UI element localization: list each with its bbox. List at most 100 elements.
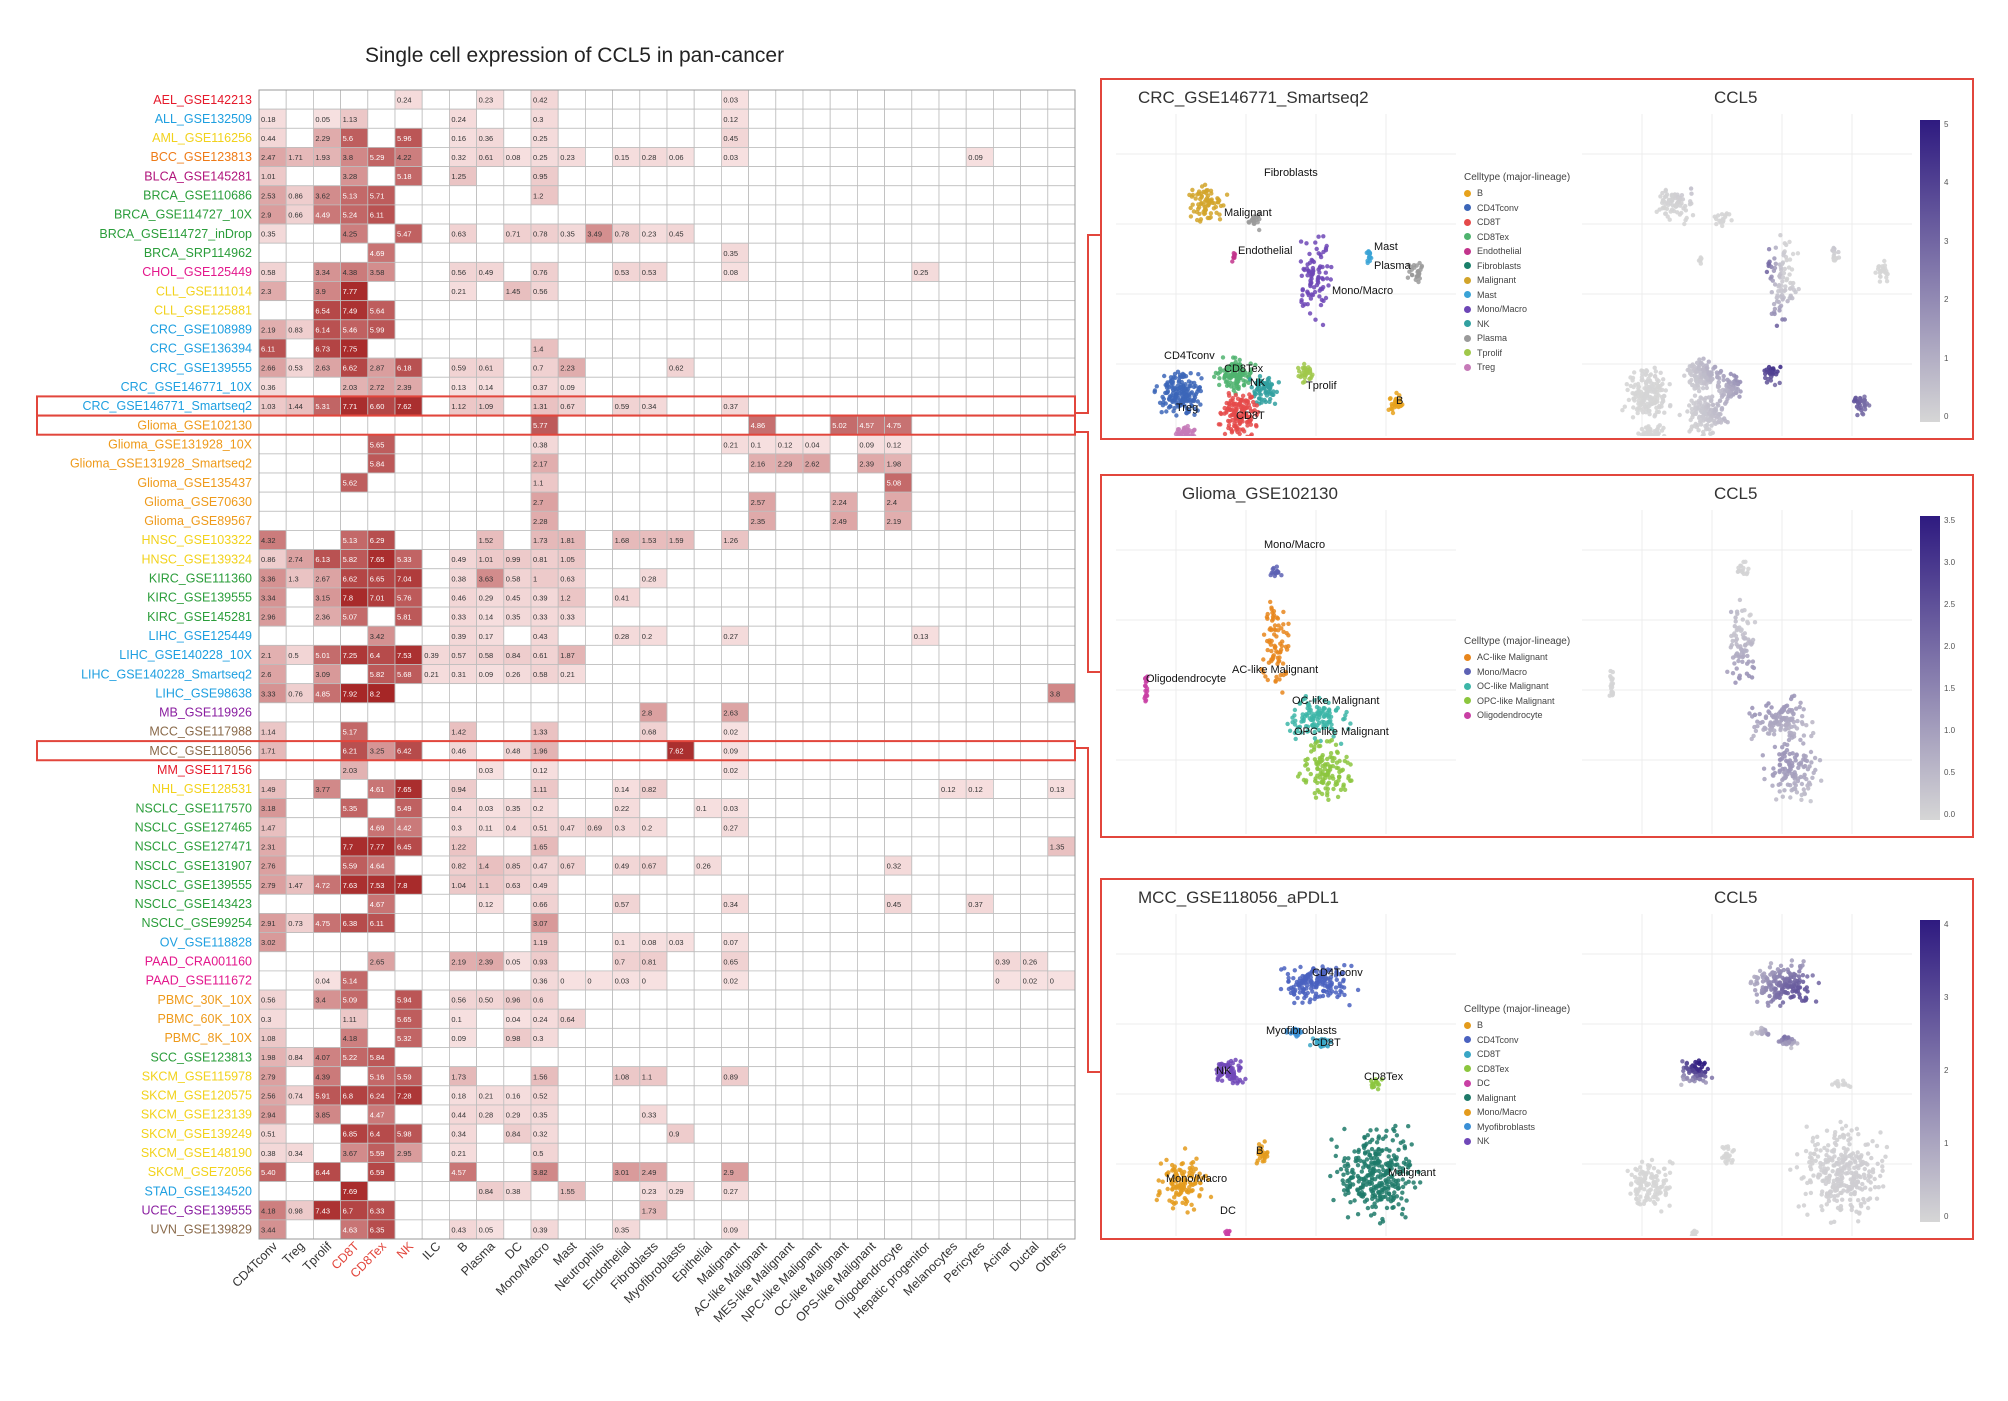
density-point [1699,409,1704,414]
cell-value-label: 6.7 [343,1206,353,1215]
heatmap-cell [312,242,341,263]
umap-point [1349,963,1354,969]
cell-value-label: 5.29 [370,153,385,162]
heatmap-cell [666,434,695,455]
umap-point [1240,397,1245,402]
heatmap-cell [938,625,967,646]
cell-value-label: 0.58 [479,651,494,660]
legend-swatch [1464,204,1471,212]
umap-point [1322,762,1328,767]
cell-value-label: 4.57 [859,421,874,430]
heatmap-cell [802,108,831,129]
heatmap-cell [993,549,1022,570]
cell-value-label: 5.16 [370,1072,385,1081]
heatmap-cell [312,893,341,914]
heatmap-cell [612,242,641,263]
density-point [1884,269,1889,274]
density-point [1769,705,1774,710]
heatmap-cell [693,1219,722,1240]
umap-point [1346,776,1351,781]
umap-point [1234,379,1239,384]
cell-value-label: 7.04 [397,574,412,583]
heatmap-cell [666,415,695,436]
umap-point [1326,780,1332,785]
cell-value-label: 5.82 [370,670,385,679]
umap-point [1295,729,1300,734]
legend-swatch [1464,247,1471,255]
heatmap-cell [1047,147,1076,167]
heatmap-cell [503,970,532,991]
heatmap-cell [965,472,994,493]
cell-value-label: 0.39 [451,632,466,641]
heatmap-cell [965,1200,994,1221]
heatmap-cell [938,740,967,761]
heatmap-cell [857,625,886,646]
colorbar-tick-label: 2.5 [1944,600,1956,609]
heatmap-cell [884,204,913,225]
heatmap-cell [503,453,532,474]
umap-point [1193,406,1198,411]
density-point [1647,373,1653,378]
density-point [1785,742,1790,747]
umap-point [1240,393,1246,398]
umap-point [1312,791,1317,796]
heatmap-cell [421,108,450,129]
umap-point [1307,1000,1312,1005]
umap-point [1342,992,1347,998]
heatmap-cell [448,242,477,263]
cell-value-label: 5.84 [370,1053,385,1062]
heatmap-cell [1047,913,1076,934]
heatmap-cell [312,491,341,512]
ccl5-density-plot [1582,510,1912,834]
cell-value-label: 0.59 [615,402,630,411]
umap-point [1207,215,1212,221]
heatmap-cell [993,204,1022,225]
umap-point [1266,385,1271,390]
heatmap-cell [421,1181,450,1202]
heatmap-cell [884,223,913,244]
heatmap-cell [993,223,1022,244]
heatmap-cell [857,395,886,416]
cell-value-label: 0.39 [424,651,439,660]
heatmap-cell [993,836,1022,857]
heatmap-cell [1020,1066,1049,1087]
density-point [1777,769,1782,775]
heatmap-cell [775,970,804,991]
heatmap-cell [993,1219,1022,1240]
heatmap-cell [312,415,341,436]
heatmap-cell [448,338,477,359]
legend-item: CD8Tex [1464,230,1570,245]
heatmap-cell [857,1162,886,1182]
heatmap-cell [938,644,967,665]
heatmap-cell [503,491,532,512]
umap-point [1269,570,1274,576]
heatmap-cell [911,587,940,608]
cell-value-label: 2.96 [261,613,276,622]
density-point [1763,371,1768,377]
legend-swatch [1464,682,1471,690]
legend-label: Mast [1477,289,1497,300]
heatmap-cell [1047,702,1076,723]
umap-point [1305,724,1311,729]
cell-value-label: 0.82 [451,862,466,871]
umap-point [1249,385,1254,390]
heatmap-cell [312,1181,341,1202]
cell-value-label: 5.13 [343,191,358,200]
heatmap-cell [503,395,532,416]
umap-point [1265,616,1270,621]
cell-value-label: 0.32 [533,1130,548,1139]
heatmap-cell [666,951,695,972]
heatmap-cell [829,644,858,665]
heatmap-cell [585,491,614,512]
heatmap-cell [911,740,940,761]
row-label: LIHC_GSE98638 [155,686,252,700]
heatmap-cell [421,89,450,110]
cell-value-label: 0.27 [723,632,738,641]
heatmap-cell [394,453,423,474]
umap-point [1184,406,1189,411]
cell-value-label: 0.2 [642,823,652,832]
cell-value-label: 2.79 [261,881,276,890]
umap-point [1292,722,1298,727]
heatmap-cell [585,932,614,953]
umap-point [1199,376,1204,381]
